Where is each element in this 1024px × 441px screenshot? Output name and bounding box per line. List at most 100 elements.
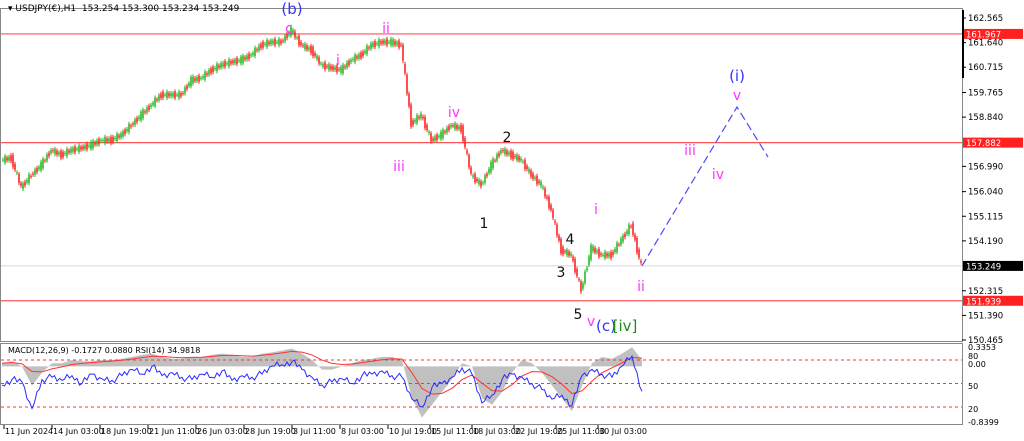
time-tick-label: 21 Jun 11:00	[149, 427, 200, 436]
candle	[14, 163, 16, 170]
candle	[24, 181, 26, 186]
price-tick-label: 156.990	[968, 162, 1003, 172]
candle	[122, 131, 124, 137]
candle	[352, 58, 354, 60]
wave-label: ii	[637, 279, 645, 295]
candle	[266, 40, 268, 48]
candle	[212, 66, 214, 73]
candle	[318, 57, 320, 64]
candle	[622, 235, 624, 242]
candle	[54, 148, 56, 155]
candle	[156, 99, 158, 101]
candle	[422, 116, 424, 119]
candle	[456, 125, 458, 129]
candle	[60, 150, 62, 159]
candle	[336, 65, 338, 73]
candle	[596, 250, 598, 253]
candle	[520, 158, 522, 161]
candle	[486, 173, 488, 177]
candle	[334, 67, 336, 70]
candle	[364, 50, 366, 53]
candle	[376, 43, 378, 45]
candle	[602, 254, 604, 256]
candle	[586, 268, 588, 271]
time-tick-label: 30 Jul 03:00	[599, 427, 647, 436]
wave-label: 2	[502, 130, 512, 146]
price-tick-label: 150.465	[968, 336, 1003, 346]
wave-label: ii	[382, 21, 390, 37]
candle	[210, 68, 212, 74]
candle	[378, 39, 380, 47]
candle	[64, 153, 66, 155]
price-tag	[963, 295, 1023, 306]
candle	[190, 76, 192, 87]
time-tick-label: 14 Jun 03:00	[53, 427, 104, 436]
candle	[114, 137, 116, 140]
candle	[182, 93, 184, 95]
price-tick-label: 159.765	[968, 89, 1003, 99]
wave-label: i	[594, 202, 598, 218]
candle	[394, 41, 396, 45]
candle	[68, 150, 70, 153]
candle	[370, 43, 372, 49]
candle	[346, 62, 348, 68]
candle	[542, 186, 544, 189]
candle	[112, 136, 114, 143]
main-plot-frame	[0, 8, 963, 425]
wave-label: iii	[684, 143, 696, 159]
candle	[220, 63, 222, 68]
candle	[348, 60, 350, 66]
candle	[28, 174, 30, 184]
wave-label: 4	[565, 232, 575, 248]
indicator-axis-label: 80	[968, 352, 978, 361]
projection-path	[641, 105, 769, 267]
candle	[630, 226, 632, 228]
candle	[434, 136, 436, 141]
candle	[338, 69, 340, 71]
candle	[282, 40, 284, 42]
candle	[146, 107, 148, 113]
candle	[166, 91, 168, 98]
candle	[204, 71, 206, 80]
candle	[548, 196, 550, 209]
candle	[194, 78, 196, 81]
candle	[560, 238, 562, 254]
candle	[604, 251, 606, 259]
candle	[214, 68, 216, 70]
wave-label: 5	[573, 307, 583, 323]
candle	[418, 116, 420, 119]
time-tick-label: 3 Jul 11:00	[293, 427, 336, 436]
candle	[446, 127, 448, 133]
candle	[512, 151, 514, 160]
candle	[276, 42, 278, 44]
candle	[50, 150, 52, 154]
candle	[448, 125, 450, 131]
candle	[286, 34, 288, 39]
candle	[36, 167, 38, 173]
candle	[590, 244, 592, 260]
candle	[160, 93, 162, 98]
candle	[400, 44, 402, 46]
candle	[206, 73, 208, 75]
wave-label: v	[586, 314, 596, 330]
candle	[568, 251, 570, 256]
candle	[618, 244, 620, 246]
candle	[108, 138, 110, 142]
candle	[176, 94, 178, 96]
candle	[566, 249, 568, 256]
price-tick-label: 158.840	[968, 113, 1003, 123]
candle	[180, 93, 182, 97]
candle	[628, 224, 630, 235]
candle	[576, 269, 578, 277]
candle	[452, 125, 454, 127]
candle	[270, 40, 272, 45]
candle	[38, 167, 40, 170]
candle	[414, 120, 416, 122]
candle	[306, 45, 308, 50]
candle	[74, 146, 76, 153]
candle	[538, 181, 540, 184]
candle	[356, 56, 358, 59]
candle	[294, 31, 296, 38]
